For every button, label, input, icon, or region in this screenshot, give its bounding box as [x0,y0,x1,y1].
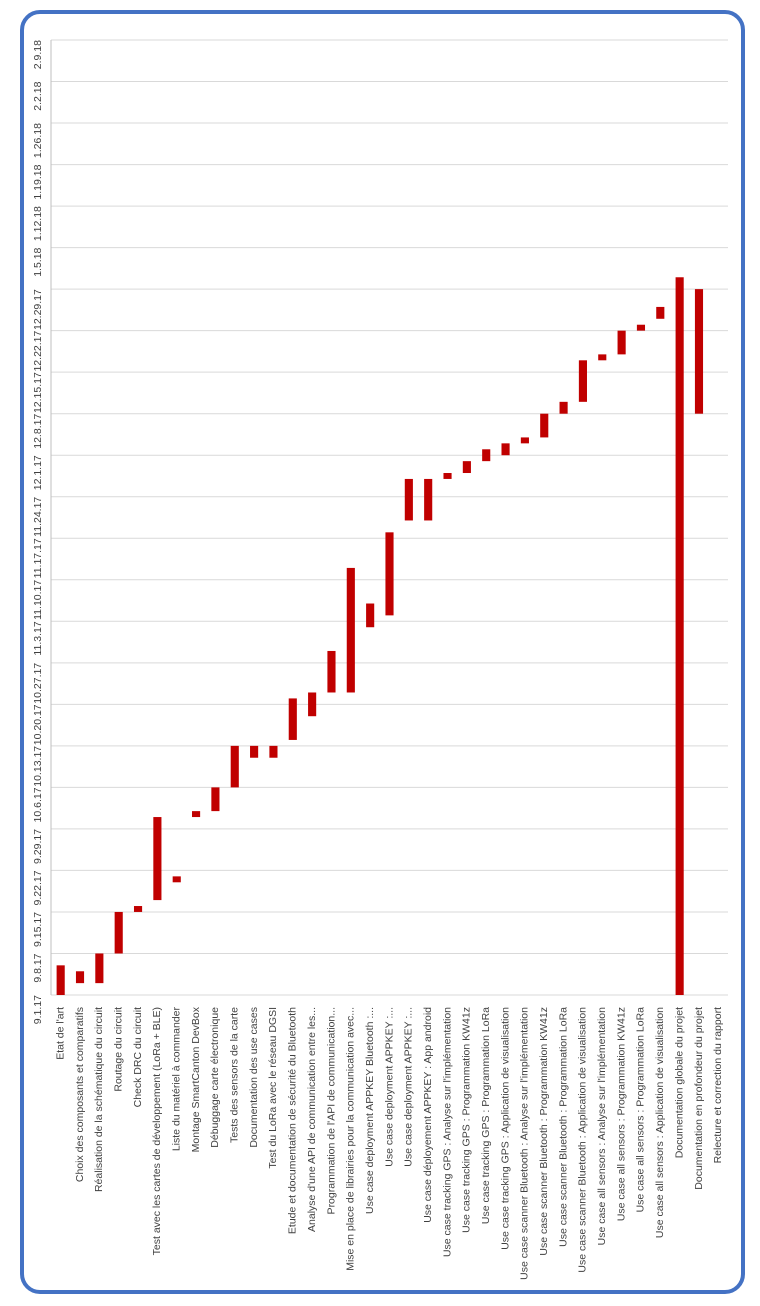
task-bar [385,532,394,616]
task-label: Use case tracking GPS : Programmation KW… [461,1007,473,1233]
task-bar [250,745,259,758]
task-label: Mise en place de librairies pour la comm… [345,1007,357,1271]
task-label: Test du LoRa avec le réseau DGSI [267,1007,279,1169]
task-label: Use case tracking GPS : Application de v… [499,1007,511,1250]
task-bar [424,478,433,521]
task-label: Relecture et correction du rapport [712,1007,724,1163]
task-bar [482,449,491,462]
tick-label: 9.22.17 [32,870,44,905]
task-bar [153,817,162,901]
task-label: Use case all sensors : Programmation LoR… [635,1007,647,1213]
task-label: Use case deployment APPKEY Bluetooth :..… [364,1007,376,1214]
task-bar [114,911,123,954]
tick-label: 10.6.17 [32,787,44,822]
task-label: Use case scanner Bluetooth : Programmati… [538,1007,550,1256]
task-label: Documentation des use cases [248,1007,260,1148]
task-bar [172,876,181,883]
task-label: Choix des composants et comparatifs [74,1007,86,1182]
task-bar [346,567,355,693]
task-bar [133,906,143,912]
tick-label: 2.2.18 [32,81,44,110]
task-bar [230,745,239,788]
task-bar [192,811,201,818]
chart-frame [20,10,745,1294]
tick-label: 12.1.17 [32,455,44,490]
task-label: Documentation globale du projet [673,1007,685,1158]
task-bar [559,401,568,414]
task-bar [636,324,646,331]
gridlines [51,39,728,996]
tick-label: 11.10.17 [32,580,44,620]
task-label: Use case scanner Bluetooth : Analyse sur… [519,1007,531,1280]
task-label: Programmation de l'API de communication.… [325,1007,337,1214]
tick-label: 1.26.18 [32,123,44,158]
task-bars [56,277,704,995]
task-label: Analyse d'une API de communication entre… [306,1007,318,1232]
date-tick-labels: 9.1.17 9.8.17 9.15.17 9.22.17 9.29.17 10.6.17… [32,40,44,1024]
tick-label: 12.22.17 [32,330,44,371]
task-bar [578,360,587,402]
tick-label: 11.24.17 [32,497,44,537]
task-bar [288,698,297,740]
tick-label: 12.8.17 [32,414,44,449]
tick-label: 1.19.18 [32,164,44,199]
task-bar [462,461,471,474]
task-bar [520,437,529,444]
task-bar [327,650,336,693]
task-label: Etude et documentation de sécurité du Bl… [287,1007,299,1234]
task-bar [404,478,413,521]
task-label: Use case scanner Bluetooth : Application… [577,1007,589,1273]
task-label: Etat de l'art [54,1007,66,1060]
task-label: Use case déployement APPKEY : App androi… [422,1007,434,1223]
task-bar [75,971,85,984]
tick-label: 1.12.18 [32,206,44,241]
task-label: Use case tracking GPS : Programmation Lo… [480,1007,492,1224]
task-bar [501,443,510,456]
tick-label: 9.1.17 [32,995,44,1024]
tick-label: 9.8.17 [32,953,44,982]
task-bar [95,953,104,984]
task-bar [598,354,607,361]
task-label: Use case all sensors : Analyse sur l'imp… [596,1007,608,1246]
task-label: Use case deployment APPKEY :... [403,1007,415,1167]
tick-label: 12.15.17 [32,372,44,413]
task-bar [269,745,278,758]
task-label: Tests des sensors de la carte [229,1007,241,1143]
task-label: Check DRC du circuit [132,1007,144,1107]
task-bar [366,603,375,628]
task-label: Use case all sensors : Application de vi… [654,1007,666,1238]
tick-label: 11.17.17 [32,538,44,578]
task-label: Liste du matériel à commander [171,1007,183,1152]
task-label: Documentation en profondeur du projet [693,1007,705,1190]
task-label: Use case all sensors : Programmation KW4… [615,1007,627,1221]
task-bar [308,692,317,717]
task-bar [656,306,665,319]
tick-label: 1.5.18 [32,247,44,276]
task-bar [675,277,684,995]
task-bar [443,473,452,479]
task-bar [211,787,220,812]
tick-label: 10.20.17 [32,704,44,745]
task-bar [56,965,65,995]
tick-label: 10.27.17 [32,663,44,704]
tick-label: 10.13.17 [32,746,44,787]
task-label: Use case deployment APPKEY :... [383,1007,395,1167]
task-label: Use case scanner Bluetooth : Programmati… [557,1007,569,1247]
tick-label: 9.29.17 [32,829,44,864]
task-label: Use case tracking GPS : Analyse sur l'im… [441,1007,453,1257]
task-label: Réalisation de la schématique du circuit [93,1007,105,1192]
task-label: Test avec les cartes de développement (L… [151,1007,163,1255]
tick-label: 12.29.17 [32,289,44,330]
task-label: Débuggage carte électronique [209,1007,221,1148]
task-bar [540,413,549,438]
task-bar [694,289,704,414]
task-bar [617,330,626,355]
task-labels: Etat de l'art Choix des composants et com… [54,1006,724,1280]
task-label: Routage du circuit [112,1007,124,1092]
tick-label: 11.3.17 [32,621,44,655]
tick-label: 9.15.17 [32,912,44,947]
tick-label: 2.9.18 [32,40,44,69]
task-label: Montage SmartCanton DevBox [190,1006,202,1152]
